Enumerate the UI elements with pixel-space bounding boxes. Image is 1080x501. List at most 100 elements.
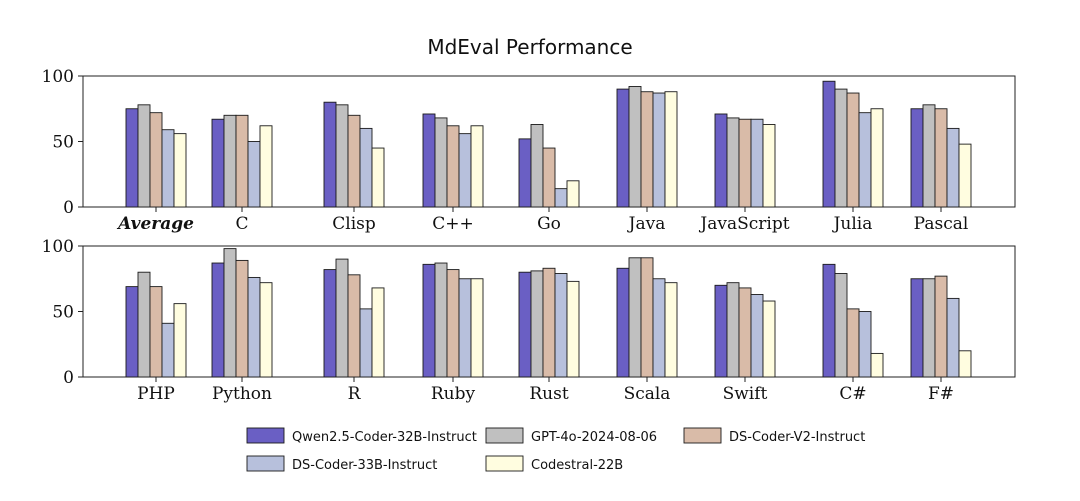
- x-tick-label-cplusplus: C++: [432, 214, 474, 234]
- bar-c-sharp-ds-coder-33b-instruct: [858, 311, 872, 378]
- bar-rust-gpt-4o-2024-08-06: [530, 270, 544, 378]
- bar-average-gpt-4o-2024-08-06: [137, 104, 151, 208]
- bar-average-codestral-22b: [173, 133, 187, 208]
- bar-python-ds-coder-33b-instruct: [247, 276, 261, 378]
- bar-javascript-codestral-22b: [762, 124, 776, 208]
- bar-ruby-ds-coder-33b-instruct: [458, 278, 472, 378]
- bar-swift-ds-coder-33b-instruct: [750, 294, 764, 378]
- bar-ruby-codestral-22b: [470, 278, 484, 378]
- x-tick-label-javascript: JavaScript: [698, 214, 789, 234]
- legend-item-ds-coder-v2-instruct: DS-Coder-V2-Instruct: [683, 427, 865, 445]
- bar-f-sharp-ds-coder-v2-instruct: [934, 275, 948, 378]
- bar-pascal-ds-coder-33b-instruct: [946, 127, 960, 208]
- bar-c-sharp-qwen2-5-coder-32b-instruct: [822, 263, 836, 378]
- bar-r-codestral-22b: [371, 287, 385, 378]
- bar-rust-ds-coder-33b-instruct: [554, 273, 568, 378]
- y-tick-label: 100: [42, 237, 74, 257]
- panel-2: 0 50 100 PHP Python R Ruby Rust Scala Swift C# F#: [42, 237, 1016, 404]
- x-tick-label-ruby: Ruby: [431, 384, 476, 404]
- bar-javascript-qwen2-5-coder-32b-instruct: [714, 113, 728, 208]
- bar-scala-codestral-22b: [664, 282, 678, 378]
- x-tick-label-pascal: Pascal: [914, 214, 969, 234]
- bar-java-ds-coder-33b-instruct: [652, 92, 666, 208]
- bar-php-qwen2-5-coder-32b-instruct: [125, 286, 139, 378]
- bar-swift-qwen2-5-coder-32b-instruct: [714, 284, 728, 378]
- legend-label: DS-Coder-33B-Instruct: [292, 458, 437, 473]
- bar-julia-ds-coder-33b-instruct: [858, 112, 872, 208]
- bar-c-gpt-4o-2024-08-06: [223, 114, 237, 208]
- x-tick-label-php: PHP: [137, 384, 175, 404]
- x-tick-label-c: C: [235, 214, 248, 234]
- x-tick-label-rust: Rust: [529, 384, 568, 404]
- legend-item-gpt-4o-2024-08-06: GPT-4o-2024-08-06: [485, 427, 657, 445]
- bar-swift-codestral-22b: [762, 300, 776, 378]
- bar-r-gpt-4o-2024-08-06: [335, 258, 349, 378]
- bar-pascal-qwen2-5-coder-32b-instruct: [910, 108, 924, 208]
- legend-item-qwen2-5-coder-32b-instruct: Qwen2.5-Coder-32B-Instruct: [246, 427, 477, 445]
- bar-c-sharp-ds-coder-v2-instruct: [846, 308, 860, 378]
- bar-c-sharp-gpt-4o-2024-08-06: [834, 273, 848, 378]
- bar-java-gpt-4o-2024-08-06: [628, 86, 642, 208]
- bar-c-codestral-22b: [259, 125, 273, 208]
- bar-javascript-ds-coder-v2-instruct: [738, 118, 752, 208]
- legend-label: GPT-4o-2024-08-06: [531, 430, 657, 445]
- bar-java-codestral-22b: [664, 91, 678, 208]
- legend-label: Qwen2.5-Coder-32B-Instruct: [292, 430, 477, 445]
- bar-go-codestral-22b: [566, 180, 580, 208]
- bar-scala-ds-coder-33b-instruct: [652, 278, 666, 378]
- x-tick-label-average: Average: [116, 214, 194, 234]
- x-tick-label-r: R: [348, 384, 362, 404]
- bar-f-sharp-ds-coder-33b-instruct: [946, 297, 960, 378]
- bar-julia-qwen2-5-coder-32b-instruct: [822, 80, 836, 208]
- x-tick-label-clisp: Clisp: [332, 214, 376, 234]
- bar-average-ds-coder-v2-instruct: [149, 112, 163, 208]
- bar-python-gpt-4o-2024-08-06: [223, 248, 237, 378]
- bar-rust-qwen2-5-coder-32b-instruct: [518, 271, 532, 378]
- bar-go-gpt-4o-2024-08-06: [530, 124, 544, 208]
- bar-javascript-ds-coder-33b-instruct: [750, 118, 764, 208]
- bar-ruby-qwen2-5-coder-32b-instruct: [422, 263, 436, 378]
- x-tick-label-python: Python: [212, 384, 272, 404]
- x-tick-label-f-sharp: F#: [928, 384, 954, 404]
- bar-swift-ds-coder-v2-instruct: [738, 287, 752, 378]
- bar-javascript-gpt-4o-2024-08-06: [726, 117, 740, 208]
- bar-php-codestral-22b: [173, 303, 187, 378]
- bar-julia-gpt-4o-2024-08-06: [834, 88, 848, 208]
- bar-pascal-ds-coder-v2-instruct: [934, 108, 948, 208]
- legend-swatch: [485, 427, 524, 444]
- bar-php-gpt-4o-2024-08-06: [137, 271, 151, 378]
- bar-r-ds-coder-33b-instruct: [359, 308, 373, 378]
- legend-item-ds-coder-33b-instruct: DS-Coder-33B-Instruct: [246, 455, 437, 473]
- y-tick-label: 0: [63, 198, 74, 218]
- bar-cplusplus-gpt-4o-2024-08-06: [434, 117, 448, 208]
- bar-clisp-ds-coder-33b-instruct: [359, 127, 373, 208]
- legend-item-codestral-22b: Codestral-22B: [485, 455, 623, 473]
- legend-label: DS-Coder-V2-Instruct: [729, 430, 865, 445]
- x-tick-label-java: Java: [627, 214, 666, 234]
- bar-rust-ds-coder-v2-instruct: [542, 267, 556, 378]
- bar-rust-codestral-22b: [566, 280, 580, 378]
- bar-go-ds-coder-v2-instruct: [542, 147, 556, 208]
- x-tick-label-scala: Scala: [624, 384, 671, 404]
- y-tick-label: 50: [52, 303, 74, 323]
- bar-average-ds-coder-33b-instruct: [161, 129, 175, 208]
- bar-scala-qwen2-5-coder-32b-instruct: [616, 267, 630, 378]
- bar-cplusplus-ds-coder-33b-instruct: [458, 133, 472, 208]
- legend-swatch: [485, 455, 524, 472]
- chart-panels: 0 50 100 Average C Clisp C++ Go Java JavaScript Ju…: [42, 67, 1016, 404]
- x-tick-label-swift: Swift: [723, 384, 768, 404]
- bar-python-qwen2-5-coder-32b-instruct: [211, 262, 225, 378]
- x-tick-label-c-sharp: C#: [839, 384, 866, 404]
- bar-php-ds-coder-v2-instruct: [149, 286, 163, 378]
- bar-cplusplus-ds-coder-v2-instruct: [446, 125, 460, 208]
- bar-cplusplus-qwen2-5-coder-32b-instruct: [422, 113, 436, 208]
- bar-average-qwen2-5-coder-32b-instruct: [125, 108, 139, 208]
- bar-php-ds-coder-33b-instruct: [161, 322, 175, 378]
- bar-c-ds-coder-v2-instruct: [235, 114, 249, 208]
- bar-pascal-codestral-22b: [958, 143, 972, 208]
- bar-f-sharp-codestral-22b: [958, 350, 972, 378]
- bar-java-qwen2-5-coder-32b-instruct: [616, 88, 630, 208]
- bar-swift-gpt-4o-2024-08-06: [726, 282, 740, 378]
- bar-clisp-gpt-4o-2024-08-06: [335, 104, 349, 208]
